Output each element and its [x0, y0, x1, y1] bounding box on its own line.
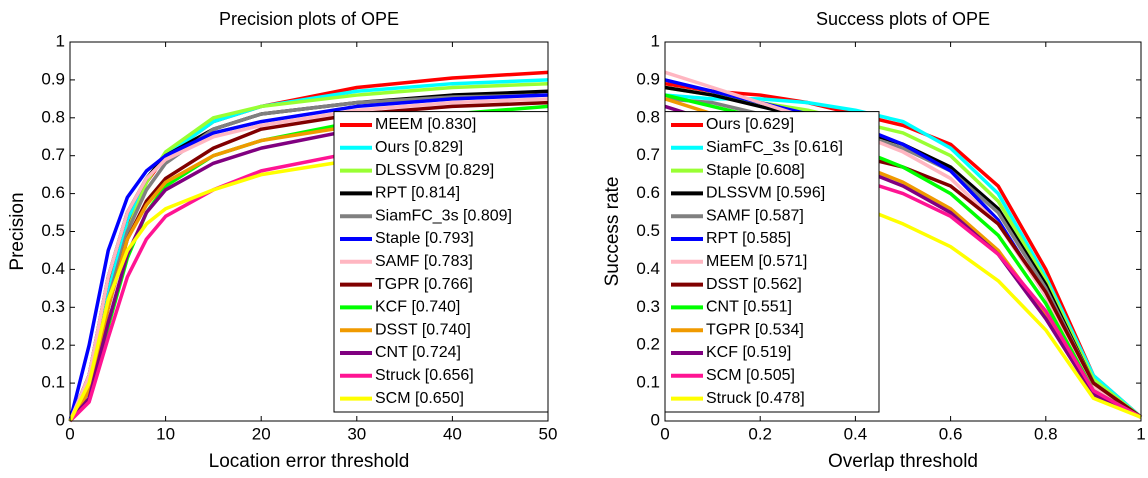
series-line [68, 93, 549, 422]
series-line [68, 97, 549, 422]
x-tick-label: 0 [660, 424, 669, 443]
y-tick-label: 0.3 [636, 297, 660, 316]
legend-label: DLSSVM [0.829] [375, 162, 494, 179]
y-tick-label: 0.8 [636, 107, 660, 126]
series-line [664, 70, 1142, 419]
legend-label: SiamFC_3s [0.809] [375, 207, 512, 224]
x-tick-label: 0.4 [844, 424, 868, 443]
legend-label: SCM [0.650] [375, 390, 464, 407]
y-tick-label: 0.5 [41, 221, 65, 240]
y-tick-label: 0.4 [41, 259, 65, 278]
y-tick-label: 0.7 [636, 145, 660, 164]
x-tick-label: 1 [1136, 424, 1145, 443]
series-line [664, 81, 1143, 419]
x-tick-label: 20 [252, 424, 271, 443]
y-tick-label: 0.1 [41, 373, 65, 392]
chart-title: Success plots of OPE [816, 9, 990, 29]
y-tick-label: 1 [651, 31, 660, 50]
legend-label: TGPR [0.534] [706, 321, 804, 338]
y-tick-label: 0 [651, 410, 660, 429]
y-tick-label: 0.4 [636, 259, 660, 278]
x-axis-label: Location error threshold [209, 451, 410, 472]
legend-label: CNT [0.724] [375, 344, 461, 361]
y-tick-label: 0.7 [41, 145, 65, 164]
legend-label: SiamFC_3s [0.616] [706, 139, 843, 156]
y-tick-label: 0.5 [636, 221, 660, 240]
legend: Ours [0.629] SiamFC_3s [0.616] Staple [0.6… [664, 111, 880, 413]
legend-label: KCF [0.740] [375, 299, 460, 316]
x-axis-label: Overlap threshold [828, 451, 978, 472]
legend-label: Staple [0.793] [375, 230, 474, 247]
legend: MEEM [0.830] Ours [0.829] DLSSVM [0.829] RP… [333, 111, 549, 413]
y-tick-label: 1 [56, 31, 65, 50]
x-tick-label: 40 [443, 424, 462, 443]
legend-label: Struck [0.478] [706, 390, 805, 407]
y-tick-label: 0.2 [41, 335, 65, 354]
legend-label: KCF [0.519] [706, 344, 791, 361]
legend-label: MEEM [0.830] [375, 116, 476, 133]
chart-title: Precision plots of OPE [219, 9, 399, 29]
y-tick-label: 0.6 [636, 183, 660, 202]
y-tick-label: 0 [56, 410, 65, 429]
y-tick-label: 0.3 [41, 297, 65, 316]
legend-label: Ours [0.829] [375, 139, 463, 156]
y-tick-label: 0.9 [41, 69, 65, 88]
legend-label: Struck [0.656] [375, 367, 474, 384]
x-tick-label: 0 [65, 424, 74, 443]
legend-label: RPT [0.585] [706, 230, 791, 247]
x-tick-label: 0.8 [1034, 424, 1058, 443]
plot: Success plots of OPE Overlap threshold Suc… [602, 9, 1146, 472]
legend-label: DSST [0.562] [706, 276, 802, 293]
legend-label: Ours [0.629] [706, 116, 794, 133]
legend-label: MEEM [0.571] [706, 253, 807, 270]
x-tick-label: 0.2 [748, 424, 772, 443]
y-tick-label: 0.8 [41, 107, 65, 126]
x-tick-label: 0.6 [939, 424, 963, 443]
x-tick-label: 50 [539, 424, 558, 443]
y-tick-label: 0.9 [636, 69, 660, 88]
legend-label: Staple [0.608] [706, 162, 805, 179]
legend-label: SAMF [0.587] [706, 207, 804, 224]
legend-label: DLSSVM [0.596] [706, 185, 825, 202]
legend-label: RPT [0.814] [375, 185, 460, 202]
y-axis-label: Success rate [602, 177, 623, 287]
legend-label: SAMF [0.783] [375, 253, 473, 270]
legend-label: DSST [0.740] [375, 321, 471, 338]
y-tick-label: 0.2 [636, 335, 660, 354]
plot: Precision plots of OPE Location error thr… [7, 9, 557, 472]
legend-label: CNT [0.551] [706, 299, 792, 316]
legend-label: SCM [0.505] [706, 367, 795, 384]
x-tick-label: 30 [347, 424, 366, 443]
x-tick-label: 10 [156, 424, 175, 443]
y-tick-label: 0.6 [41, 183, 65, 202]
legend-label: TGPR [0.766] [375, 276, 473, 293]
y-tick-label: 0.1 [636, 373, 660, 392]
y-axis-label: Precision [7, 192, 28, 270]
